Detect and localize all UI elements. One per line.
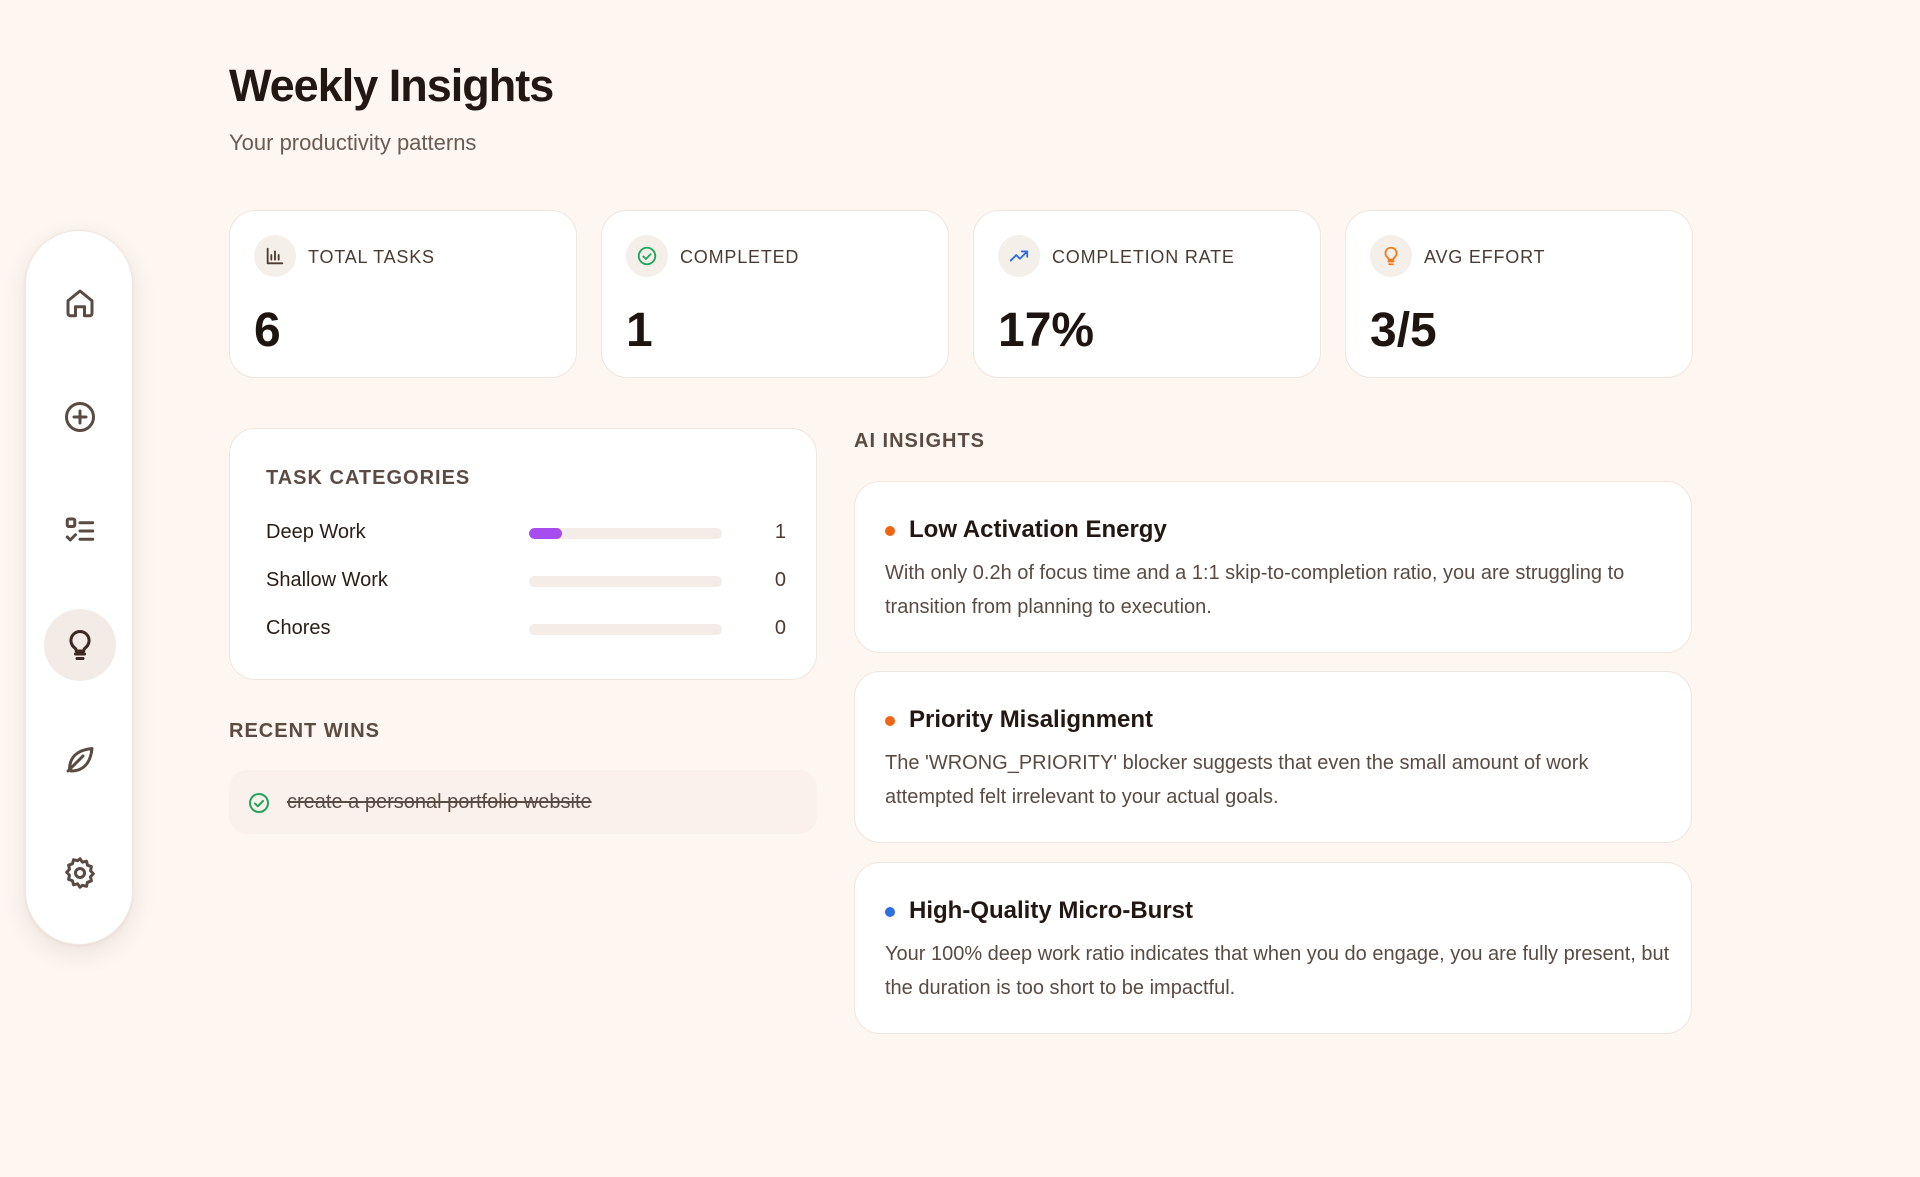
ai-insights-heading: AI INSIGHTS <box>854 430 986 452</box>
stat-label: COMPLETION RATE <box>1052 247 1235 267</box>
trending-up-icon <box>998 235 1040 277</box>
stat-label: AVG EFFORT <box>1424 247 1546 267</box>
insight-body: With only 0.2h of focus time and a 1:1 s… <box>885 562 1625 618</box>
insight-body: Your 100% deep work ratio indicates that… <box>885 943 1670 999</box>
category-progress-bar <box>529 528 722 539</box>
home-icon <box>66 289 94 318</box>
page-title: Weekly Insights <box>229 60 554 111</box>
nav-add-task-button[interactable] <box>44 381 116 453</box>
bar-chart-icon <box>254 235 296 277</box>
stat-card-completed: COMPLETED 1 <box>601 210 949 378</box>
category-progress-bar <box>529 576 722 587</box>
stat-card-completion-rate: COMPLETION RATE 17% <box>973 210 1321 378</box>
category-name: Shallow Work <box>266 569 388 591</box>
insight-dot <box>885 526 895 536</box>
insight-title: Priority Misalignment <box>909 706 1154 733</box>
insight-card: Priority Misalignment The 'WRONG_PRIORIT… <box>854 671 1692 843</box>
nav-home-button[interactable] <box>44 267 116 339</box>
recent-win-item: create a personal portfolio website <box>229 770 817 834</box>
insight-dot <box>885 716 895 726</box>
recent-wins-heading: RECENT WINS <box>229 720 380 742</box>
check-circle-icon <box>626 235 668 277</box>
category-name: Chores <box>266 617 331 639</box>
insight-body: The 'WRONG_PRIORITY' blocker suggests th… <box>885 752 1589 808</box>
page-subtitle: Your productivity patterns <box>229 130 477 155</box>
category-progress-fill <box>529 528 562 539</box>
category-count: 0 <box>774 569 786 591</box>
category-row: Chores 0 <box>266 613 786 643</box>
stat-value: 6 <box>254 304 281 357</box>
stat-card-avg-effort: AVG EFFORT 3/5 <box>1345 210 1693 378</box>
insight-card: High-Quality Micro-Burst Your 100% deep … <box>854 862 1692 1034</box>
nav-settings-button[interactable] <box>44 837 116 909</box>
category-row: Deep Work 1 <box>266 517 786 547</box>
category-count: 1 <box>774 521 786 543</box>
lightbulb-icon <box>1370 235 1412 277</box>
nav-tasks-button[interactable] <box>44 495 116 567</box>
nav-wellbeing-button[interactable] <box>44 723 116 795</box>
nav-insights-button[interactable] <box>44 609 116 681</box>
category-name: Deep Work <box>266 521 366 543</box>
insight-card: Low Activation Energy With only 0.2h of … <box>854 481 1692 653</box>
task-categories-card: TASK CATEGORIES Deep Work 1 Shallow Work… <box>229 428 817 680</box>
category-progress-bar <box>529 624 722 635</box>
stat-value: 1 <box>626 304 653 357</box>
check-circle-icon <box>249 793 269 813</box>
leaf-icon <box>66 747 94 773</box>
category-row: Shallow Work 0 <box>266 565 786 595</box>
insight-dot <box>885 907 895 917</box>
sidebar <box>25 230 133 945</box>
recent-win-text: create a personal portfolio website <box>287 791 592 813</box>
stat-card-total-tasks: TOTAL TASKS 6 <box>229 210 577 378</box>
lightbulb-icon <box>69 629 91 660</box>
checklist-icon <box>65 517 95 542</box>
plus-circle-icon <box>65 402 95 432</box>
stat-value: 3/5 <box>1370 304 1437 357</box>
stat-value: 17% <box>998 304 1095 357</box>
stat-label: COMPLETED <box>680 247 800 267</box>
insight-title: Low Activation Energy <box>909 516 1167 543</box>
task-categories-heading: TASK CATEGORIES <box>266 467 471 489</box>
stat-label: TOTAL TASKS <box>308 247 435 267</box>
category-count: 0 <box>774 617 786 639</box>
insight-title: High-Quality Micro-Burst <box>909 897 1194 924</box>
gear-icon <box>65 857 95 889</box>
